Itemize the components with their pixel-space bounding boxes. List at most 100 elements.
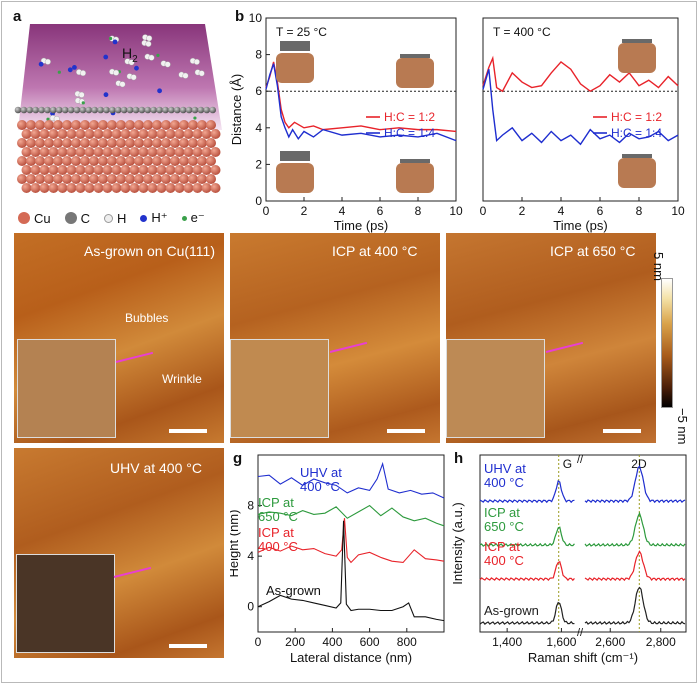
cu-atom (62, 120, 72, 130)
raman-series-g-region (479, 480, 575, 504)
h-plus-ion (134, 65, 139, 71)
cu-atom (143, 156, 153, 166)
x-axis-label: Raman shift (cm⁻¹) (528, 650, 638, 665)
y-tick-label: 2 (255, 157, 262, 171)
cu-atom (21, 147, 32, 157)
cu-atom (89, 156, 99, 166)
cu-atom (84, 147, 95, 157)
cu-atom (48, 183, 59, 193)
cu-atom (35, 120, 45, 130)
cu-atom (125, 120, 135, 130)
cu-atom (62, 138, 72, 148)
electron (156, 53, 160, 57)
h-plus-ion (103, 92, 109, 98)
carbon-atom (132, 106, 140, 114)
cu-atom (183, 183, 194, 193)
cu-atom (188, 156, 198, 166)
raman-series-g-region (479, 526, 575, 547)
cu-atom (102, 147, 113, 157)
cu-atom (143, 174, 153, 184)
cu-atom (138, 165, 149, 175)
series-label: ICP at (484, 505, 520, 520)
carbon-atom (109, 106, 116, 114)
h-atom (182, 72, 189, 79)
axis-break-mark: // (577, 627, 584, 639)
legend-swatch-h (104, 213, 114, 223)
cu-atom (156, 165, 167, 175)
carbon-atom (209, 106, 216, 114)
h-atom (113, 69, 120, 76)
cu-atom (17, 138, 27, 148)
cu-atom (107, 156, 117, 166)
cu-atom (143, 138, 153, 148)
carbon-atom (185, 106, 193, 114)
h-atom (148, 54, 155, 61)
series-label: ICP at (258, 525, 294, 540)
series-label: ICP at (484, 539, 520, 554)
cu-cluster (396, 163, 434, 193)
cu-atom (66, 183, 77, 193)
carbon-atom (150, 106, 157, 114)
cu-atom (161, 174, 171, 184)
cu-atom (84, 165, 95, 175)
carbon-atom (91, 106, 98, 114)
series-line-h-c-1-4 (482, 69, 679, 146)
legend-label-hplus: H⁺ (151, 210, 168, 225)
plot-frame (265, 17, 457, 202)
h-atom (146, 35, 153, 42)
cu-atom (156, 147, 167, 157)
schematic-panel-a: H2 (14, 24, 222, 193)
plot-frame (482, 17, 679, 202)
raman-series-2d-region (584, 550, 686, 582)
cu-atom (210, 129, 221, 139)
carbon-atom (38, 106, 45, 114)
cu-cluster (396, 58, 434, 88)
cu-atom (147, 165, 158, 175)
x-tick-label: 1,600 (546, 635, 576, 649)
h-plus-ion (72, 64, 77, 70)
cu-atom (44, 138, 54, 148)
cu-atom (107, 174, 117, 184)
scale-bar-e (603, 429, 641, 433)
cu-atom (201, 147, 212, 157)
raman-series-g-region (479, 601, 575, 625)
cu-atom (111, 165, 122, 175)
afm-image-uhv-400: UHV at 400 °C (14, 448, 224, 658)
cu-atom (75, 129, 86, 139)
legend-label-h: H (117, 210, 127, 226)
series-line-h-c-1-4 (265, 63, 457, 142)
afm-inset-d (230, 339, 329, 438)
cu-atom (152, 156, 162, 166)
x-tick-label: 0 (255, 635, 262, 649)
cu-atom (210, 165, 221, 175)
cu-atom (75, 183, 86, 193)
cu-atom (125, 174, 135, 184)
cu-atom (75, 165, 86, 175)
series-label: 400 °C (484, 553, 524, 568)
cu-atom (107, 120, 117, 130)
cu-atom (188, 138, 198, 148)
plot-title: T = 400 °C (493, 25, 551, 39)
cu-atom (174, 165, 185, 175)
cu-cluster-illustration (396, 54, 434, 88)
plot-frame (479, 454, 687, 633)
cu-atom (188, 120, 198, 130)
h-atom (78, 91, 85, 98)
cu-atom (170, 174, 180, 184)
legend-label-eminus: e⁻ (190, 210, 205, 225)
legend-swatch-cu (18, 212, 30, 224)
h-atom (44, 58, 51, 65)
carbon-atom (120, 106, 128, 114)
cu-atom (134, 138, 144, 148)
cu-atom (102, 183, 113, 193)
carbon-layer (622, 39, 652, 43)
cu-cluster (618, 158, 656, 188)
x-tick-label: 6 (377, 204, 384, 218)
cu-atom (201, 183, 212, 193)
afm-image-icp-650: ICP at 650 °C (446, 233, 656, 443)
x-tick-label: 10 (449, 204, 463, 218)
cu-atom (147, 147, 158, 157)
h-atom (193, 58, 200, 65)
x-axis-label: Time (ps) (553, 218, 607, 233)
afm-title-e: ICP at 650 °C (550, 243, 636, 259)
